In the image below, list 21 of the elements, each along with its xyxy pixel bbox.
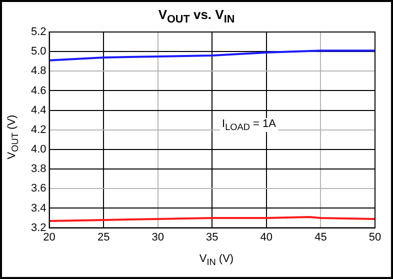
y-tick-label: 3.8 [30, 163, 46, 176]
x-tick-label: 25 [97, 231, 110, 244]
annotation: I$_{LOAD}$ = 1A [220, 118, 278, 132]
y-tick-label: 5.2 [30, 26, 46, 38]
x-tick-label: 50 [368, 231, 382, 244]
x-tick-label: 40 [260, 231, 273, 244]
y-tick-label: 5.0 [30, 46, 46, 58]
y-tick-label: 4.6 [30, 84, 46, 97]
x-axis-title: V$_{IN}$ (V) [198, 252, 235, 267]
x-tick-label: 45 [314, 231, 327, 244]
y-tick-label: 4.8 [30, 65, 46, 78]
y-tick-label: 3.4 [30, 202, 46, 214]
y-tick-label: 3.6 [30, 182, 46, 195]
x-tick-label: 35 [206, 231, 218, 244]
x-tick-label: 30 [152, 231, 164, 244]
y-tick-label: 3.2 [30, 222, 46, 234]
x-tick-label: 20 [43, 231, 56, 244]
y-tick-label: 4.0 [30, 144, 46, 156]
y-tick-label: 4.2 [30, 124, 46, 136]
y-tick-label: 4.4 [30, 104, 46, 116]
chart-title: V$_{OUT}$ vs. V$_{IN}$ [157, 7, 236, 26]
